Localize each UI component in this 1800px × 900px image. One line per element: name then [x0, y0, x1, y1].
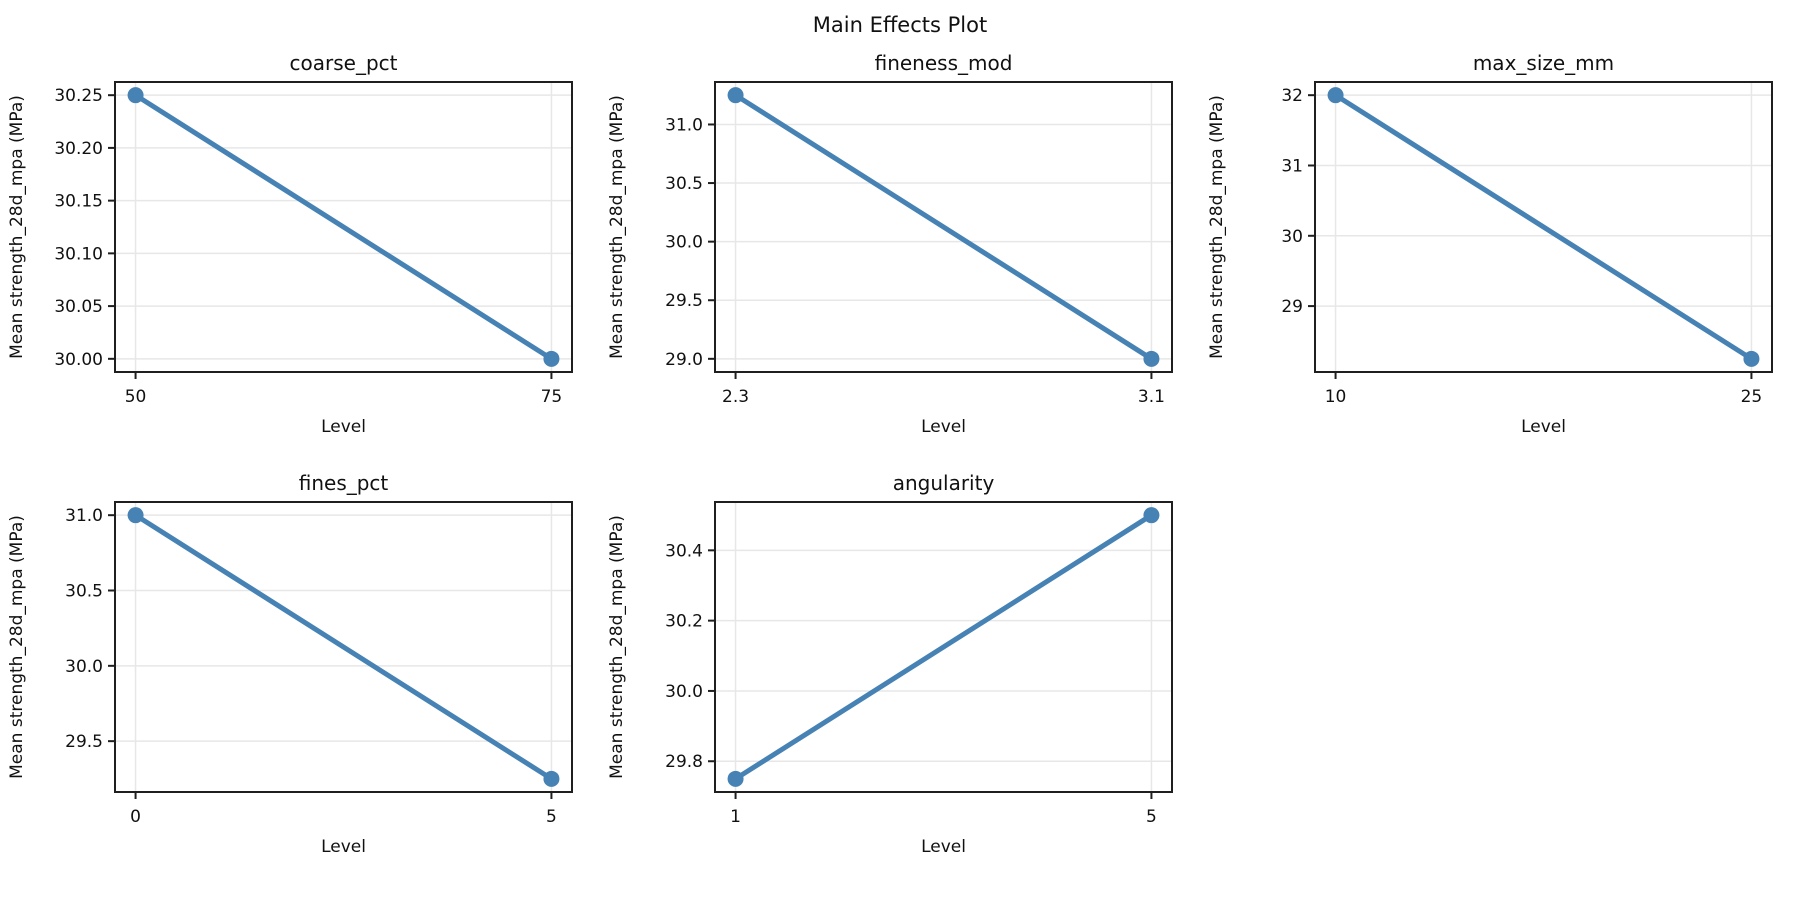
figure-title: Main Effects Plot: [812, 13, 988, 37]
subplot-slot-0: 30.00 30.05 30.10 30.15 30.20 30.25 50 75 coarse…: [0, 50, 600, 470]
subplot-title: fines_pct: [299, 471, 389, 495]
y-tick-label: 30.10: [54, 244, 103, 264]
x-axis-label: Level: [1521, 417, 1566, 437]
subplot-slot-1: 29.0 29.5 30.0 30.5 31.0 2.3 3.1 fineness_mod Le…: [600, 50, 1200, 470]
subplot-slot-2: 29 30 31 32 10 25 max_size_mm Level Mean strengt…: [1200, 50, 1800, 470]
y-tick-label: 31.0: [65, 506, 103, 526]
y-tick-label: 30.00: [54, 350, 103, 370]
data-point: [127, 507, 144, 524]
y-tick-label: 29.0: [665, 350, 703, 370]
subplot-title: coarse_pct: [290, 51, 398, 75]
x-tick-label: 1: [730, 807, 741, 827]
y-axis-label: Mean strength_28d_mpa (MPa): [1207, 95, 1227, 359]
data-point: [543, 770, 560, 787]
y-tick-label: 30.05: [54, 297, 103, 317]
data-point: [727, 87, 744, 104]
subplot-grid: 30.00 30.05 30.10 30.15 30.20 30.25 50 75 coarse…: [0, 50, 1800, 890]
y-tick-label: 30.2: [665, 612, 703, 632]
data-line: [733, 92, 1154, 362]
subplot-slot-3: 29.5 30.0 30.5 31.0 0 5 fines_pct Level Mean str…: [0, 470, 600, 890]
x-tick-label: 3.1: [1138, 387, 1165, 407]
y-axis-label: Mean strength_28d_mpa (MPa): [7, 515, 27, 779]
axes-box: [114, 501, 573, 793]
data-line: [1333, 92, 1754, 362]
y-tick-label: 30.4: [665, 541, 703, 561]
data-point: [1743, 350, 1760, 367]
subplot-slot-4: 29.8 30.0 30.2 30.4 1 5 angularity Level Mean st…: [600, 470, 1200, 890]
y-tick-label: 29.5: [65, 732, 103, 752]
subplot-fines_pct: 29.5 30.0 30.5 31.0 0 5 fines_pct Level Mean str…: [7, 471, 573, 857]
y-axis-label: Mean strength_28d_mpa (MPa): [607, 515, 627, 779]
data-point: [1143, 507, 1160, 524]
subplot-slot-empty: [1200, 470, 1800, 890]
x-tick-label: 50: [125, 387, 147, 407]
x-axis-label: Level: [321, 837, 366, 857]
x-axis-label: Level: [921, 417, 966, 437]
y-tick-label: 30.15: [54, 192, 103, 212]
y-tick-label: 30.25: [54, 86, 103, 106]
data-point: [1143, 350, 1160, 367]
data-point: [543, 350, 560, 367]
y-tick-label: 30: [1281, 227, 1303, 247]
axes-box: [114, 81, 573, 373]
y-tick-label: 29: [1281, 297, 1303, 317]
x-tick-label: 5: [1146, 807, 1157, 827]
x-tick-label: 0: [130, 807, 141, 827]
y-tick-label: 30.0: [665, 682, 703, 702]
x-axis-label: Level: [921, 837, 966, 857]
axes-box: [714, 81, 1173, 373]
data-point: [127, 87, 144, 104]
subplot-angularity: 29.8 30.0 30.2 30.4 1 5 angularity Level Mean st…: [607, 471, 1173, 857]
y-axis-label: Mean strength_28d_mpa (MPa): [7, 95, 27, 359]
data-point: [727, 770, 744, 787]
subplot-max_size_mm: 29 30 31 32 10 25 max_size_mm Level Mean strengt…: [1207, 51, 1773, 437]
y-tick-label: 30.0: [65, 657, 103, 677]
x-tick-label: 75: [541, 387, 563, 407]
data-point: [1327, 87, 1344, 104]
subplot-coarse_pct: 30.00 30.05 30.10 30.15 30.20 30.25 50 75 coarse…: [7, 51, 573, 437]
x-tick-label: 10: [1325, 387, 1347, 407]
subplot-title: max_size_mm: [1473, 51, 1614, 75]
y-tick-label: 31.0: [665, 115, 703, 135]
x-axis-label: Level: [321, 417, 366, 437]
data-line: [133, 512, 554, 782]
y-tick-label: 30.5: [665, 174, 703, 194]
y-tick-label: 30.20: [54, 139, 103, 159]
data-line: [733, 512, 1154, 782]
subplot-fineness_mod: 29.0 29.5 30.0 30.5 31.0 2.3 3.1 fineness_mod Le…: [607, 51, 1173, 437]
y-tick-label: 29.8: [665, 752, 703, 772]
data-line: [133, 92, 554, 362]
subplot-title: angularity: [893, 471, 995, 495]
y-tick-label: 30.0: [665, 233, 703, 253]
x-tick-label: 5: [546, 807, 557, 827]
axes-box: [714, 501, 1173, 793]
y-tick-label: 30.5: [65, 582, 103, 602]
y-axis-label: Mean strength_28d_mpa (MPa): [607, 95, 627, 359]
y-tick-label: 29.5: [665, 291, 703, 311]
subplot-title: fineness_mod: [875, 51, 1013, 75]
y-tick-label: 32: [1281, 86, 1303, 106]
axes-box: [1314, 81, 1773, 373]
x-tick-label: 25: [1741, 387, 1763, 407]
y-tick-label: 31: [1281, 156, 1303, 176]
x-tick-label: 2.3: [722, 387, 749, 407]
